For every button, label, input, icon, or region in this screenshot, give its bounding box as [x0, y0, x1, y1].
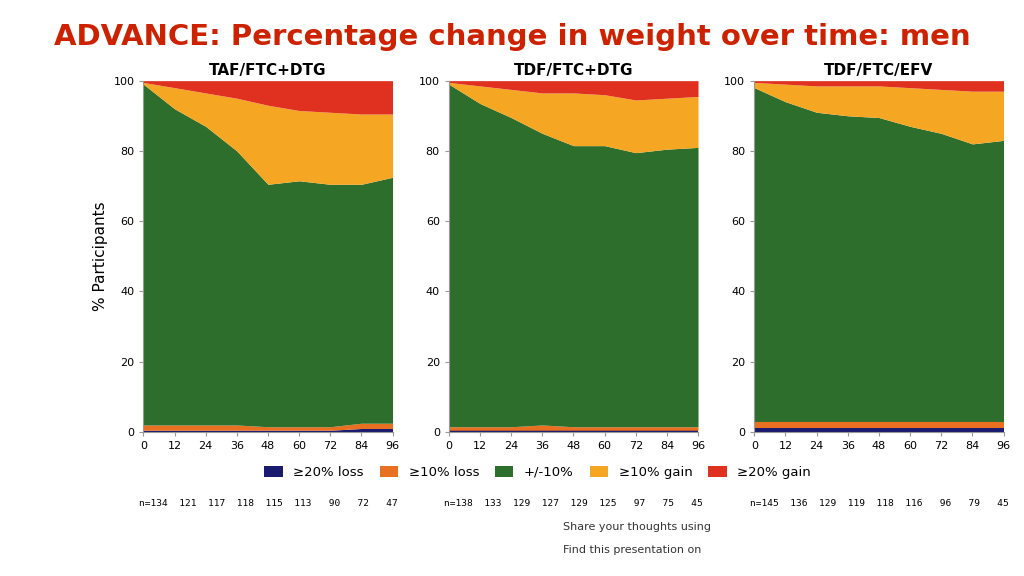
- Text: n=138  133  129  127  129  125   97   75   45: n=138 133 129 127 129 125 97 75 45: [444, 499, 702, 508]
- Legend: ≥20% loss, ≥10% loss, +/-10%, ≥10% gain, ≥20% gain: ≥20% loss, ≥10% loss, +/-10%, ≥10% gain,…: [259, 461, 816, 484]
- Title: TDF/FTC/EFV: TDF/FTC/EFV: [824, 63, 934, 78]
- Text: Find this presentation on: Find this presentation on: [563, 545, 706, 555]
- Text: Share your thoughts using: Share your thoughts using: [563, 522, 715, 532]
- Y-axis label: % Participants: % Participants: [93, 202, 108, 311]
- Text: ADVANCE: Percentage change in weight over time: men: ADVANCE: Percentage change in weight ove…: [53, 24, 971, 51]
- Text: n=134  121  117  118  115  113   90   72   47: n=134 121 117 118 115 113 90 72 47: [138, 499, 397, 508]
- Text: n=145  136  129  119  118  116   96   79   45: n=145 136 129 119 118 116 96 79 45: [750, 499, 1009, 508]
- Title: TAF/FTC+DTG: TAF/FTC+DTG: [209, 63, 327, 78]
- Title: TDF/FTC+DTG: TDF/FTC+DTG: [514, 63, 633, 78]
